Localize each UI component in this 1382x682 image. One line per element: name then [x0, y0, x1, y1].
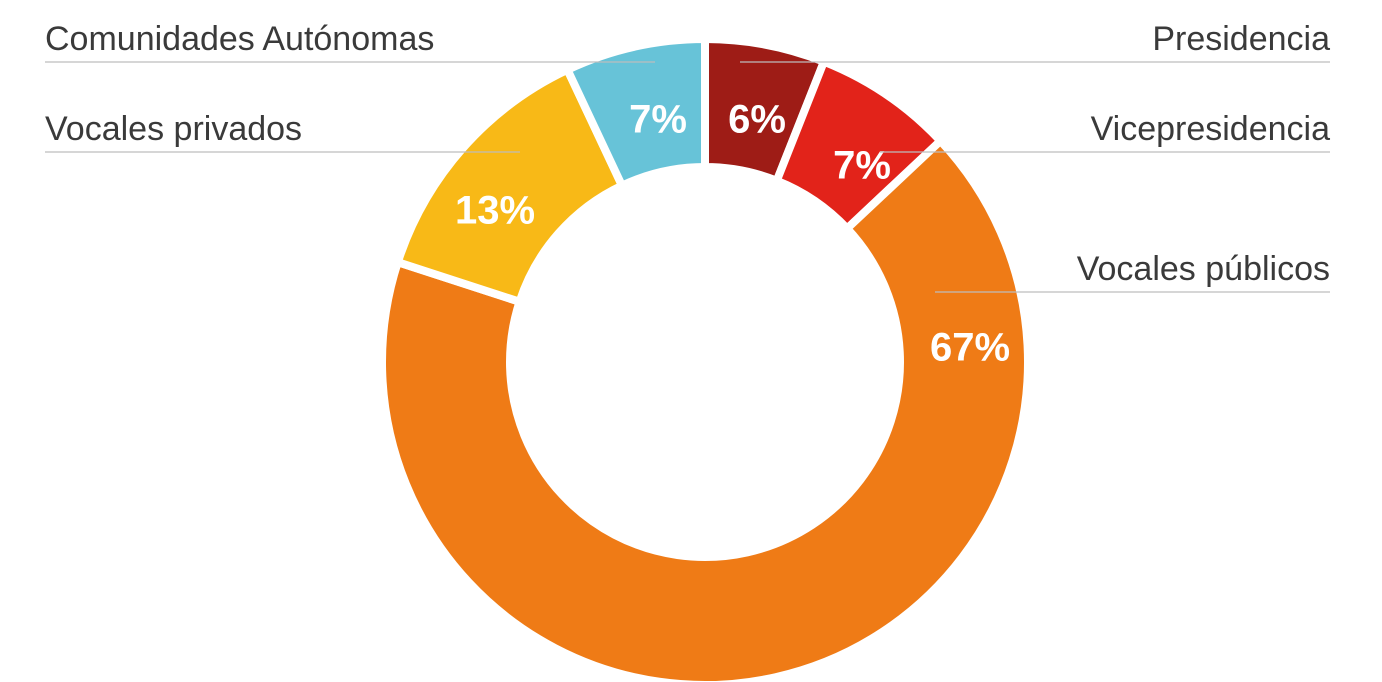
value-label: 13% — [455, 189, 535, 233]
value-label: 6% — [728, 98, 786, 142]
category-label: Comunidades Autónomas — [45, 20, 434, 58]
value-label: 67% — [930, 326, 1010, 370]
value-label: 7% — [833, 144, 891, 188]
donut-slice — [378, 135, 1032, 682]
category-label: Vocales públicos — [1077, 250, 1330, 288]
value-label: 7% — [629, 98, 687, 142]
category-label: Vocales privados — [45, 110, 302, 148]
donut-slice — [562, 34, 709, 191]
category-label: Presidencia — [1152, 20, 1330, 58]
category-label: Vicepresidencia — [1091, 110, 1331, 148]
